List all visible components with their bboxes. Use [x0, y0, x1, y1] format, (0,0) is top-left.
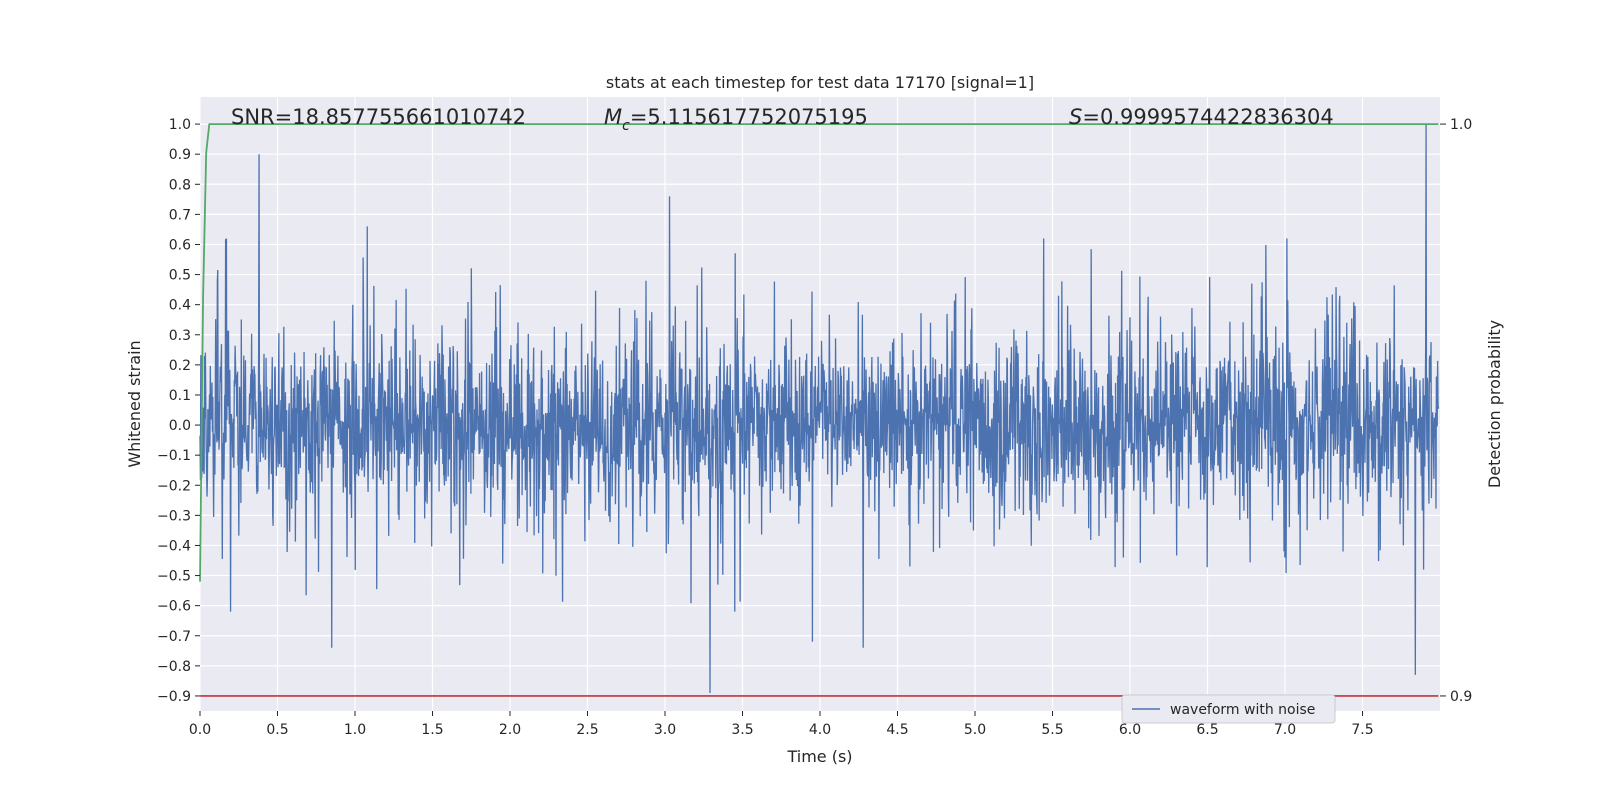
mc-annotation: Mc=5.115617752075195: [604, 105, 868, 134]
y-tick-label: −0.6: [157, 599, 191, 615]
s-annotation: S=0.9999574422836304: [1069, 105, 1334, 129]
s-value: =0.9999574422836304: [1082, 105, 1333, 129]
x-tick-label: 1.5: [421, 722, 443, 738]
x-tick-label: 5.0: [964, 722, 986, 738]
y-tick-label: 0.1: [169, 388, 191, 404]
right-y-axis-ticks: 1.0 0.9: [1440, 117, 1472, 705]
right-y-tick-label: 1.0: [1450, 117, 1472, 133]
x-tick-label: 7.5: [1351, 722, 1373, 738]
legend: waveform with noise: [1121, 694, 1336, 724]
x-tick-label: 2.0: [499, 722, 521, 738]
y-tick-label: 1.0: [169, 117, 191, 133]
y-axis-label: Whitened strain: [125, 340, 144, 467]
y-tick-label: −0.4: [157, 538, 191, 554]
snr-annotation: SNR=18.857755661010742: [231, 105, 526, 129]
chart-title: stats at each timestep for test data 171…: [606, 73, 1034, 92]
x-tick-label: 1.0: [344, 722, 366, 738]
x-tick-label: 0.5: [266, 722, 288, 738]
y-tick-label: 0.4: [169, 298, 191, 314]
x-tick-label: 3.5: [731, 722, 753, 738]
mc-subscript: c: [622, 118, 630, 134]
y-tick-label: 0.5: [169, 268, 191, 284]
x-tick-label: 5.5: [1041, 722, 1063, 738]
right-y-tick-label: 0.9: [1450, 689, 1472, 705]
x-tick-label: 4.5: [886, 722, 908, 738]
y-tick-label: −0.1: [157, 448, 191, 464]
x-tick-label: 6.0: [1119, 722, 1141, 738]
mc-symbol: M: [604, 105, 622, 129]
s-symbol: S: [1069, 105, 1082, 129]
x-tick-label: 0.0: [189, 722, 211, 738]
x-tick-label: 7.0: [1274, 722, 1296, 738]
y-tick-label: −0.5: [157, 569, 191, 585]
y-tick-label: −0.3: [157, 508, 191, 524]
x-tick-label: 3.0: [654, 722, 676, 738]
y-tick-label: 0.0: [169, 418, 191, 434]
y-tick-label: 0.8: [169, 177, 191, 193]
series-detection-probability: [199, 123, 1439, 582]
x-tick-label: 4.0: [809, 722, 831, 738]
y-tick-label: −0.9: [157, 689, 191, 705]
legend-label: waveform with noise: [1170, 702, 1315, 718]
waveform-line: [199, 124, 1440, 693]
mc-value: =5.115617752075195: [630, 105, 868, 129]
legend-box: [1121, 694, 1336, 724]
y-axis-ticks: 1.0 0.9 0.8 0.7 0.6 0.5 0.4 0.3 0.2 0.1 0.0 −0.1 −0.…: [157, 117, 200, 705]
probability-line: [199, 123, 1439, 582]
y-tick-label: 0.9: [169, 147, 191, 163]
x-axis-ticks: 0.0 0.5 1.0 1.5 2.0 2.5 3.0 3.5 4.0 4.5 5.0 5.5 6.0 6…: [189, 711, 1374, 738]
x-tick-label: 6.5: [1196, 722, 1218, 738]
y-tick-label: 0.7: [169, 207, 191, 223]
x-axis-label: Time (s): [786, 747, 852, 766]
y-tick-label: 0.2: [169, 358, 191, 374]
right-y-axis-label: Detection probability: [1485, 320, 1504, 488]
x-tick-label: 2.5: [576, 722, 598, 738]
y-tick-label: 0.6: [169, 237, 191, 253]
y-tick-label: −0.2: [157, 478, 191, 494]
y-tick-label: 0.3: [169, 328, 191, 344]
series-waveform-with-noise: [199, 124, 1440, 693]
y-tick-label: −0.7: [157, 629, 191, 645]
y-tick-label: −0.8: [157, 659, 191, 675]
